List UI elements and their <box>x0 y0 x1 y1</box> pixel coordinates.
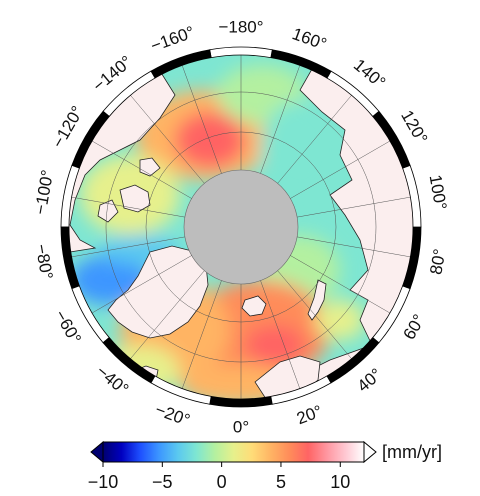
meridian-line <box>69 236 185 258</box>
longitude-label: 0° <box>233 418 249 437</box>
longitude-label: 100° <box>426 173 451 211</box>
meridian-line <box>69 196 185 218</box>
colorbar-bar <box>102 441 365 463</box>
longitude-label: −100° <box>31 168 58 216</box>
longitude-label: 60° <box>400 311 429 343</box>
meridian-line <box>260 63 301 174</box>
longitude-label: −60° <box>51 307 85 347</box>
meridian-line <box>277 93 354 184</box>
meridian-line <box>290 255 392 315</box>
colorbar: −10 −5 0 5 10 [mm/yr] <box>88 440 442 492</box>
map-frame <box>60 46 422 408</box>
meridian-line <box>90 255 192 315</box>
scandinavia <box>254 355 321 401</box>
colorbar-tick-label: 10 <box>330 472 350 492</box>
longitude-label: −80° <box>32 243 57 281</box>
colorbar-tick-label: −10 <box>88 472 119 492</box>
longitude-label: −180° <box>218 18 263 37</box>
longitude-label: 20° <box>294 402 325 429</box>
colorbar-ticks: −10 −5 0 5 10 <box>88 462 350 492</box>
meridian-line <box>260 280 301 391</box>
meridian-line <box>277 270 354 361</box>
longitude-label: −160° <box>148 22 197 55</box>
colorbar-tick-label: 5 <box>276 472 286 492</box>
longitude-label: 120° <box>397 107 431 147</box>
meridian-line <box>297 236 413 258</box>
meridian-line <box>128 93 205 184</box>
colorbar-tick-label: −5 <box>152 472 173 492</box>
colorbar-tick-label: 0 <box>217 472 227 492</box>
colorbar-extend-low <box>90 440 104 464</box>
longitude-label: 80° <box>426 247 449 276</box>
longitude-label: −40° <box>93 361 133 398</box>
canadian-archipelago <box>97 157 161 223</box>
frame-segment <box>150 375 212 405</box>
longitude-label: 140° <box>350 55 389 92</box>
svalbard <box>241 295 267 317</box>
meridian-line <box>297 196 413 218</box>
longitude-label: −20° <box>153 400 193 430</box>
longitude-label: 40° <box>354 365 386 396</box>
pole-hole <box>183 169 299 285</box>
meridian-line <box>290 139 392 199</box>
meridian-line <box>90 139 192 199</box>
meridian-line <box>181 63 222 174</box>
graticule <box>69 53 413 401</box>
meridian-line <box>128 270 205 361</box>
colorbar-extend-high <box>363 440 377 464</box>
longitude-label: 160° <box>290 24 330 54</box>
novaya-zemlya <box>307 279 327 321</box>
colorbar-unit: [mm/yr] <box>382 442 442 462</box>
meridian-line <box>181 280 222 391</box>
